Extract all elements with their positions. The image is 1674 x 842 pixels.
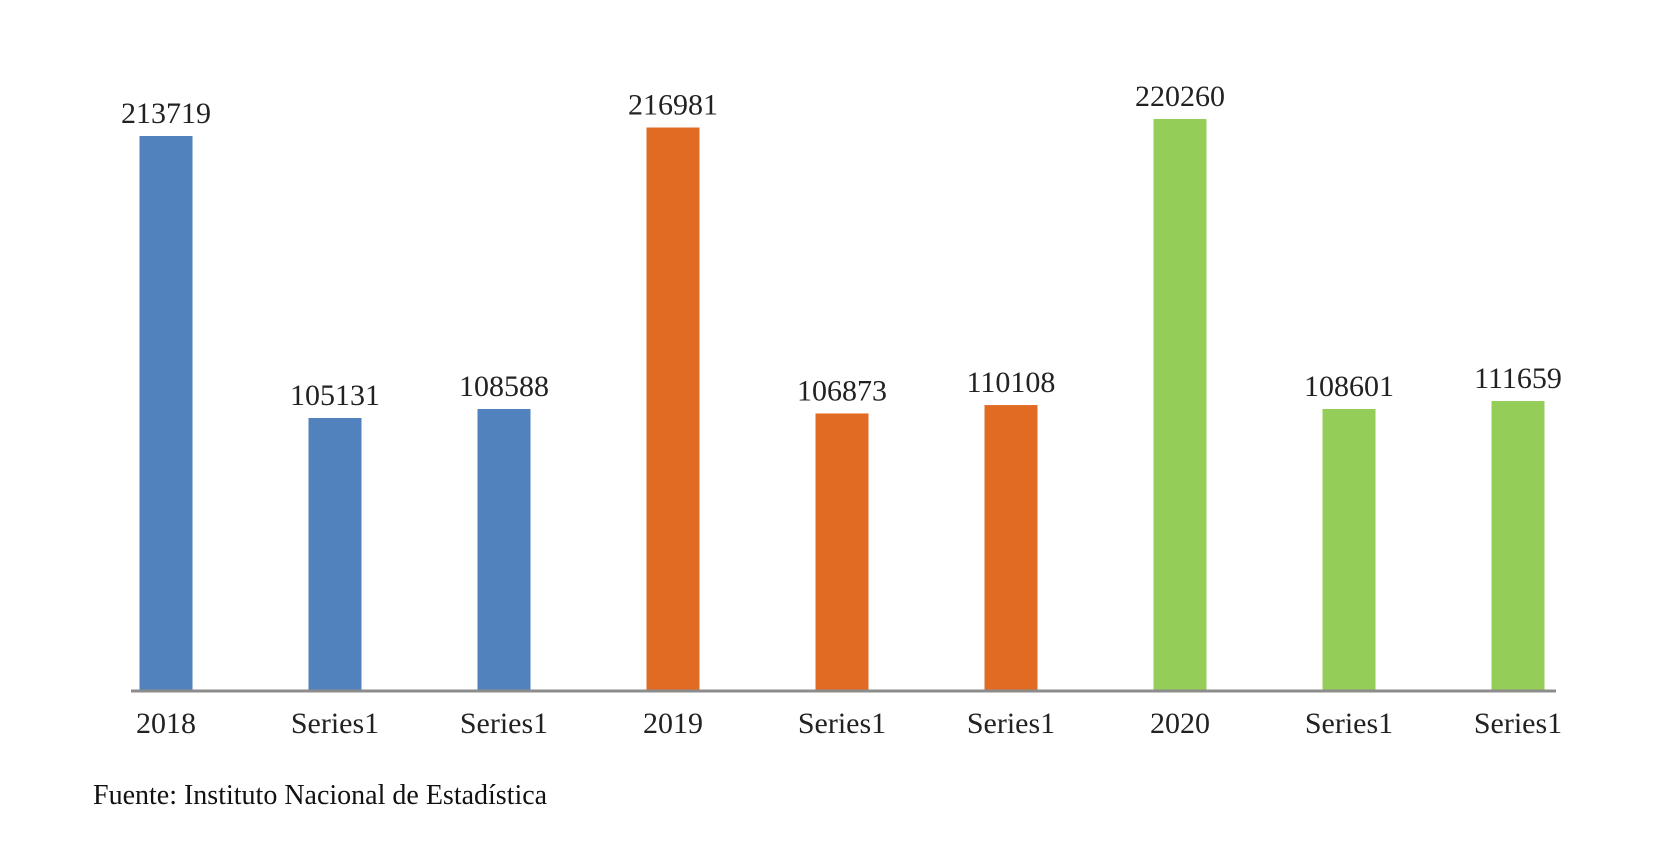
bar-5 xyxy=(984,405,1038,691)
x-tick-label-8: Series1 xyxy=(1474,707,1562,740)
bar-0 xyxy=(139,135,193,692)
data-label-8: 111659 xyxy=(1474,362,1562,395)
bar-7 xyxy=(1322,408,1376,691)
data-label-2: 108588 xyxy=(459,370,549,403)
x-tick-label-0: 2018 xyxy=(136,707,196,740)
data-label-0: 213719 xyxy=(121,97,211,130)
data-label-4: 106873 xyxy=(797,374,887,407)
data-label-7: 108601 xyxy=(1304,370,1394,403)
data-label-3: 216981 xyxy=(628,89,718,122)
source-note: Fuente: Instituto Nacional de Estadístic… xyxy=(93,780,548,811)
data-label-1: 105131 xyxy=(290,379,380,412)
x-tick-label-5: Series1 xyxy=(967,707,1055,740)
bar-2 xyxy=(477,409,531,691)
data-label-6: 220260 xyxy=(1135,80,1225,113)
x-tick-labels-group: 2018 Series1 Series1 2019 Series1 Series1 2020… xyxy=(136,707,1562,740)
bar-8 xyxy=(1491,401,1545,691)
x-tick-label-2: Series1 xyxy=(460,707,548,740)
bar-3 xyxy=(646,127,700,692)
x-tick-label-7: Series1 xyxy=(1305,707,1393,740)
x-tick-label-6: 2020 xyxy=(1150,707,1210,740)
bars-group xyxy=(139,119,1545,692)
x-tick-label-4: Series1 xyxy=(798,707,886,740)
bar-1 xyxy=(308,417,362,691)
x-tick-label-1: Series1 xyxy=(291,707,379,740)
x-tick-label-3: 2019 xyxy=(643,707,703,740)
data-label-5: 110108 xyxy=(967,366,1056,399)
bar-6 xyxy=(1153,119,1207,691)
bar-4 xyxy=(815,413,869,691)
data-labels-group: 213719 105131 108588 216981 106873 110108 2202… xyxy=(121,80,1562,412)
